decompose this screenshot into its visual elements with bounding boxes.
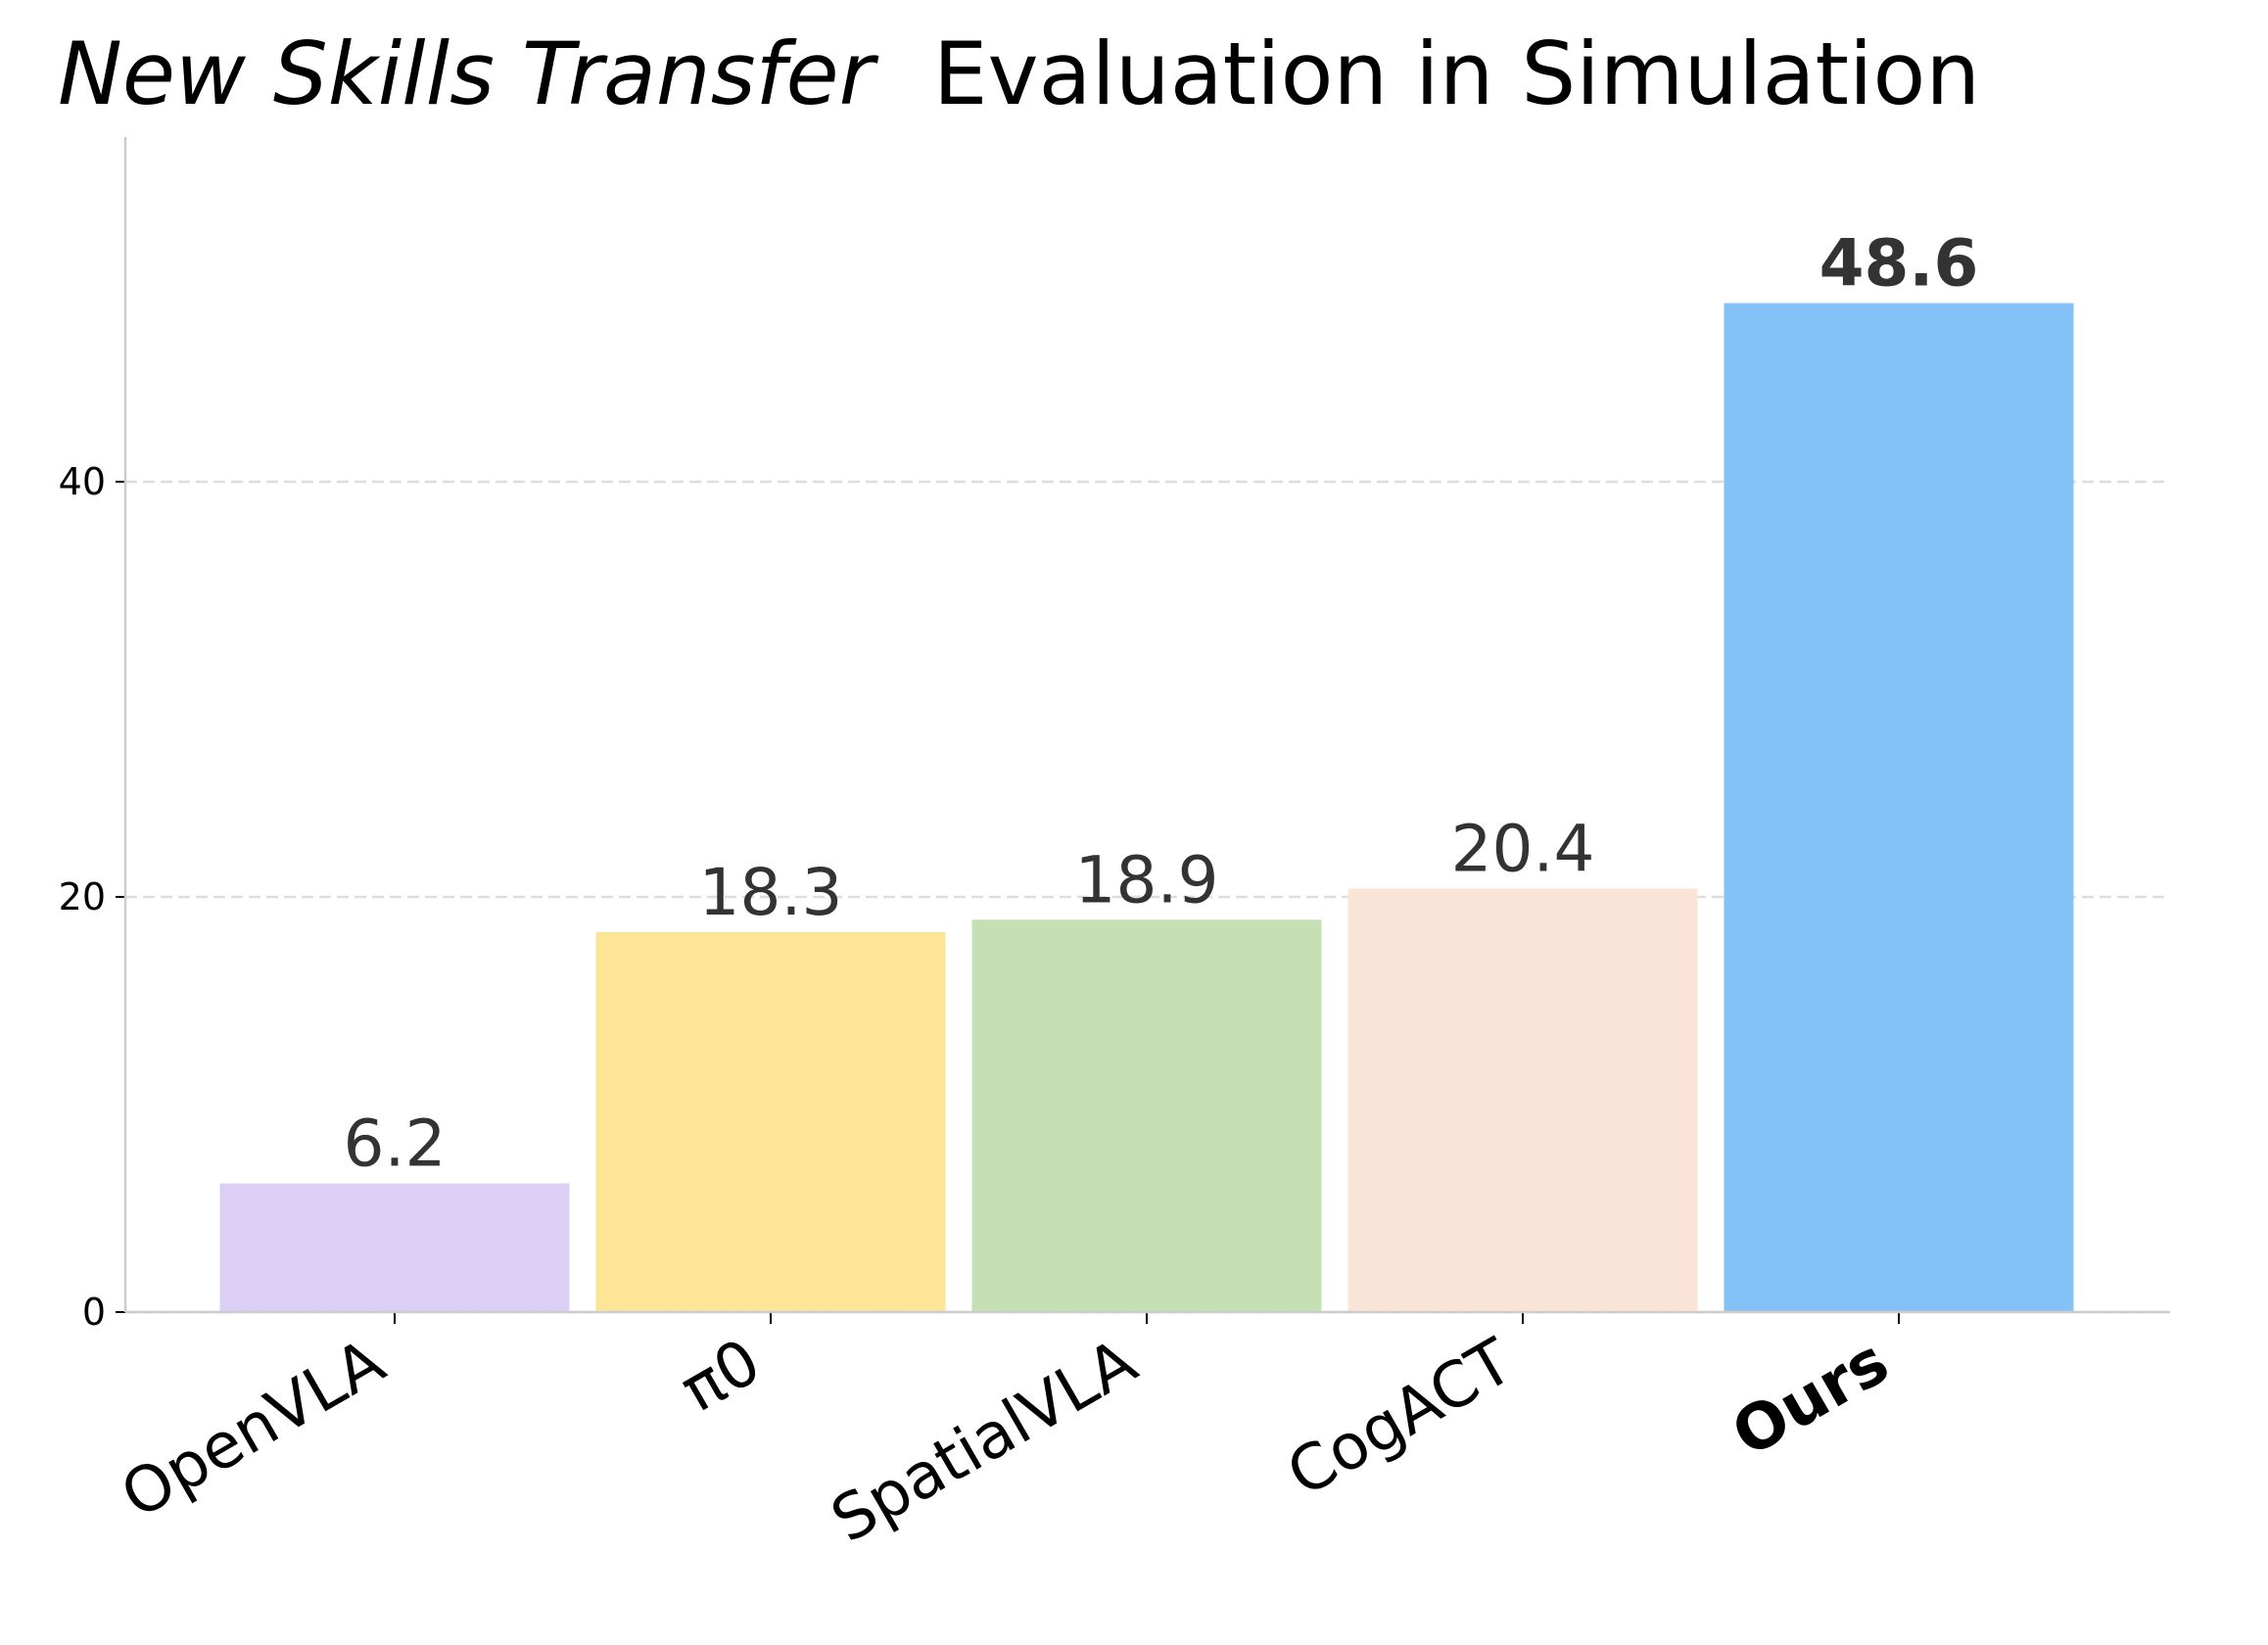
title-main: Evaluation in Simulation xyxy=(933,24,1980,124)
bar xyxy=(1347,888,1698,1312)
y-tick-label: 0 xyxy=(82,1291,106,1334)
x-tick-label: SpatialVLA xyxy=(820,1326,1149,1558)
bar xyxy=(1724,303,2074,1312)
bar xyxy=(595,932,946,1312)
bar xyxy=(219,1183,570,1312)
x-tick-label: OpenVLA xyxy=(110,1326,397,1533)
title-emphasis: New Skills Transfer xyxy=(58,24,879,124)
value-label: 48.6 xyxy=(1819,226,1979,302)
x-tick-label: CogACT xyxy=(1276,1325,1526,1511)
chart-title: New Skills Transfer Evaluation in Simulat… xyxy=(58,24,1980,124)
bar xyxy=(971,919,1322,1312)
x-tick-label: Ours xyxy=(1721,1326,1901,1472)
value-label: 18.9 xyxy=(1075,842,1219,917)
value-label: 6.2 xyxy=(344,1106,447,1182)
y-tick-label: 20 xyxy=(59,875,106,918)
x-tick-label: π0 xyxy=(669,1326,773,1428)
value-label: 18.3 xyxy=(699,855,843,930)
value-label: 20.4 xyxy=(1451,811,1595,886)
y-tick-label: 40 xyxy=(59,460,106,503)
